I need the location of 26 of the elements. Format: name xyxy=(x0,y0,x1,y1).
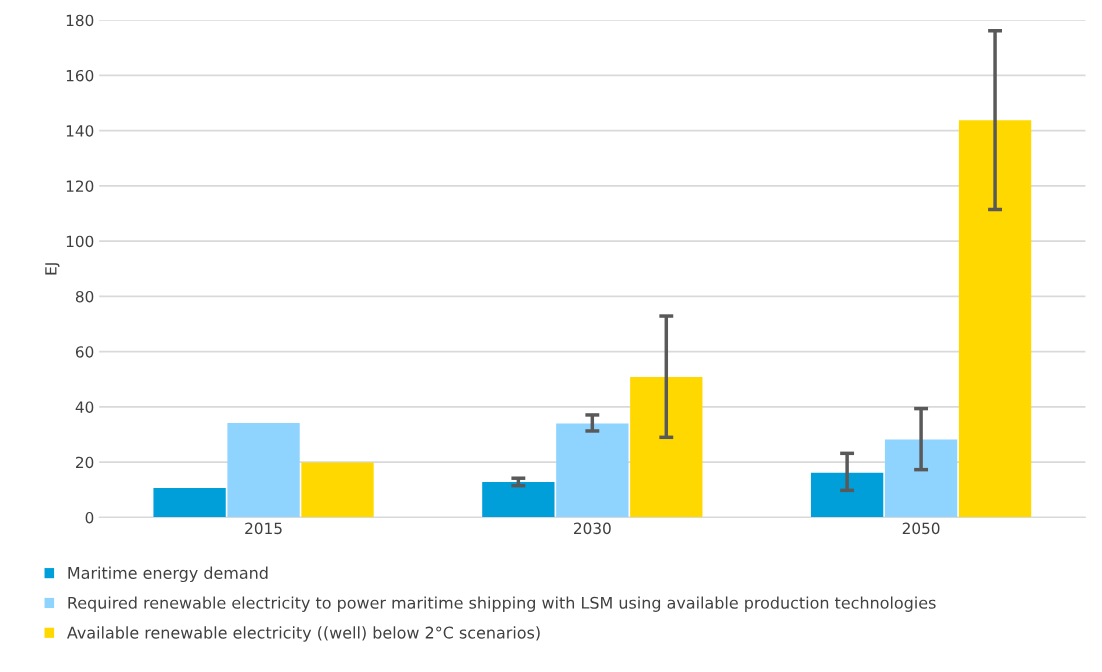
y-tick-label: 20 xyxy=(76,456,94,469)
legend-label: Required renewable electricity to power maritime shipping with LSM using available production technologies xyxy=(68,596,936,612)
y-tick-label: 0 xyxy=(85,511,94,524)
x-tick-label: 2015 xyxy=(245,522,282,535)
bar xyxy=(630,377,703,518)
bar xyxy=(810,472,884,518)
x-tick-label: 2050 xyxy=(902,522,940,535)
y-axis-title: EJ xyxy=(45,263,60,275)
y-tick-label: 100 xyxy=(66,235,94,248)
bar xyxy=(556,423,629,518)
y-tick-label: 160 xyxy=(66,69,94,82)
bar xyxy=(482,482,555,518)
bar xyxy=(958,120,1032,518)
y-tick-label: 140 xyxy=(66,125,94,137)
y-tick-label: 120 xyxy=(66,180,94,192)
x-tick-label: 2030 xyxy=(574,522,611,535)
y-tick-label: 60 xyxy=(75,346,94,358)
y-tick-label: 40 xyxy=(75,401,94,413)
bar xyxy=(153,487,226,518)
y-tick-label: 180 xyxy=(66,14,94,27)
bar xyxy=(227,422,300,518)
legend-label: Maritime energy demand xyxy=(68,566,268,583)
bar xyxy=(884,439,958,518)
legend-label: Available renewable electricity ((well) below 2°C scenarios) xyxy=(67,626,540,642)
bar xyxy=(301,462,374,518)
y-tick-label: 80 xyxy=(75,290,94,303)
